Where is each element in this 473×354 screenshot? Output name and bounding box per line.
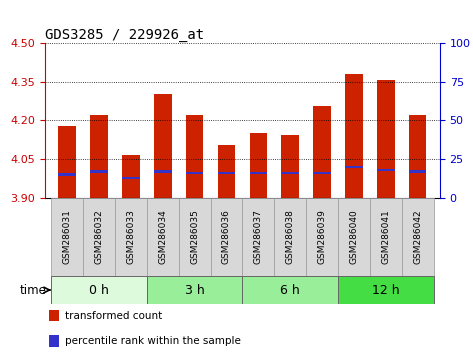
FancyBboxPatch shape bbox=[306, 198, 338, 276]
FancyBboxPatch shape bbox=[83, 198, 115, 276]
Text: GSM286032: GSM286032 bbox=[95, 210, 104, 264]
Bar bbox=[281, 172, 299, 175]
Bar bbox=[186, 172, 203, 175]
FancyBboxPatch shape bbox=[147, 276, 243, 304]
FancyBboxPatch shape bbox=[243, 276, 338, 304]
Text: GSM286034: GSM286034 bbox=[158, 210, 167, 264]
Bar bbox=[218, 172, 235, 175]
Bar bbox=[377, 169, 394, 171]
FancyBboxPatch shape bbox=[179, 198, 210, 276]
FancyBboxPatch shape bbox=[210, 198, 243, 276]
FancyBboxPatch shape bbox=[274, 198, 306, 276]
Text: transformed count: transformed count bbox=[65, 310, 162, 321]
Bar bbox=[186, 115, 203, 198]
FancyBboxPatch shape bbox=[115, 198, 147, 276]
Text: GSM286033: GSM286033 bbox=[126, 210, 135, 264]
Bar bbox=[90, 115, 108, 198]
FancyBboxPatch shape bbox=[51, 198, 83, 276]
Bar bbox=[218, 145, 235, 198]
Text: 6 h: 6 h bbox=[280, 284, 300, 297]
Text: GSM286036: GSM286036 bbox=[222, 210, 231, 264]
Text: GSM286037: GSM286037 bbox=[254, 210, 263, 264]
Bar bbox=[313, 172, 331, 175]
FancyBboxPatch shape bbox=[338, 198, 370, 276]
Text: GSM286039: GSM286039 bbox=[317, 210, 326, 264]
Bar bbox=[377, 80, 394, 198]
Text: GSM286031: GSM286031 bbox=[63, 210, 72, 264]
Bar bbox=[122, 155, 140, 198]
Bar bbox=[90, 170, 108, 173]
Bar bbox=[345, 74, 363, 198]
Bar bbox=[49, 335, 59, 347]
Bar bbox=[345, 166, 363, 168]
Text: GSM286038: GSM286038 bbox=[286, 210, 295, 264]
Bar bbox=[154, 95, 172, 198]
Text: time: time bbox=[20, 284, 46, 297]
Text: GDS3285 / 229926_at: GDS3285 / 229926_at bbox=[45, 28, 204, 42]
Text: percentile rank within the sample: percentile rank within the sample bbox=[65, 336, 241, 346]
Bar bbox=[49, 310, 59, 321]
FancyBboxPatch shape bbox=[402, 198, 434, 276]
FancyBboxPatch shape bbox=[51, 276, 147, 304]
Bar bbox=[313, 106, 331, 198]
Bar bbox=[59, 173, 76, 176]
Text: 12 h: 12 h bbox=[372, 284, 400, 297]
Bar bbox=[122, 177, 140, 179]
Bar bbox=[250, 133, 267, 198]
FancyBboxPatch shape bbox=[243, 198, 274, 276]
Bar bbox=[281, 135, 299, 198]
Text: 0 h: 0 h bbox=[89, 284, 109, 297]
FancyBboxPatch shape bbox=[338, 276, 434, 304]
Text: GSM286042: GSM286042 bbox=[413, 210, 422, 264]
Bar bbox=[409, 170, 426, 173]
Text: GSM286040: GSM286040 bbox=[350, 210, 359, 264]
FancyBboxPatch shape bbox=[370, 198, 402, 276]
Text: GSM286041: GSM286041 bbox=[381, 210, 390, 264]
Text: GSM286035: GSM286035 bbox=[190, 210, 199, 264]
Bar bbox=[409, 115, 426, 198]
Bar bbox=[59, 126, 76, 198]
Bar bbox=[250, 172, 267, 175]
Bar bbox=[154, 170, 172, 173]
FancyBboxPatch shape bbox=[147, 198, 179, 276]
Text: 3 h: 3 h bbox=[185, 284, 204, 297]
